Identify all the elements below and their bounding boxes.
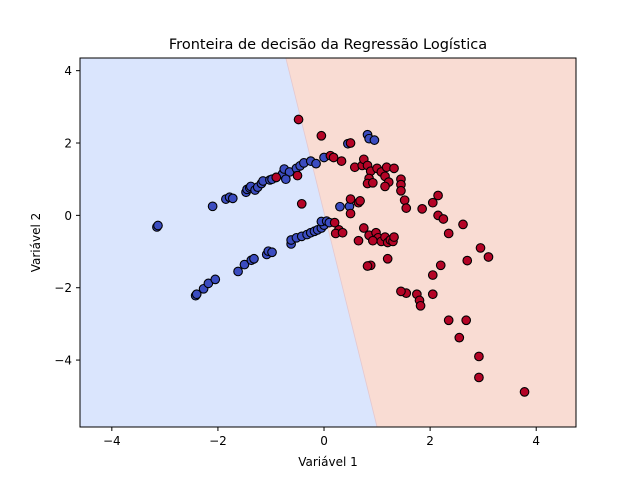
data-points xyxy=(152,114,530,397)
region-class-0 xyxy=(80,58,378,427)
data-point-class-0 xyxy=(280,174,291,185)
y-tick-label: 2 xyxy=(64,137,72,151)
data-point-class-1 xyxy=(382,253,393,264)
data-point-class-1 xyxy=(353,235,364,246)
data-point-class-1 xyxy=(427,289,438,300)
axis-ticks: −4 −2 0 2 4 −4 −2 0 2 4 xyxy=(54,64,540,448)
data-point-class-1 xyxy=(415,300,426,311)
data-point-class-1 xyxy=(433,190,443,201)
data-point-class-0 xyxy=(267,247,277,258)
chart-title: Fronteira de decisão da Regressão Logíst… xyxy=(169,37,487,53)
data-point-class-1 xyxy=(462,255,473,266)
data-point-class-1 xyxy=(296,198,307,209)
data-point-class-1 xyxy=(474,351,484,362)
data-point-class-1 xyxy=(396,185,406,196)
data-point-class-1 xyxy=(292,170,303,181)
data-point-class-0 xyxy=(249,253,259,264)
data-point-class-1 xyxy=(458,219,468,230)
y-tick-label: −4 xyxy=(54,354,72,368)
data-point-class-1 xyxy=(389,232,399,242)
data-point-class-0 xyxy=(335,201,345,212)
y-axis-label: Variável 2 xyxy=(29,213,43,273)
data-point-class-1 xyxy=(328,152,339,163)
data-point-class-0 xyxy=(191,289,202,300)
data-point-class-1 xyxy=(427,197,438,208)
x-tick-label: 2 xyxy=(426,434,434,448)
data-point-class-1 xyxy=(435,260,446,271)
data-point-class-1 xyxy=(401,203,412,213)
data-point-class-1 xyxy=(443,315,454,326)
data-point-class-1 xyxy=(483,252,494,262)
data-point-class-1 xyxy=(329,217,340,228)
data-point-class-1 xyxy=(417,204,428,214)
data-point-class-1 xyxy=(443,228,454,239)
data-point-class-0 xyxy=(233,266,243,277)
data-point-class-1 xyxy=(427,270,438,280)
x-tick-label: 0 xyxy=(320,434,328,448)
data-point-class-0 xyxy=(227,193,238,204)
data-point-class-1 xyxy=(380,181,390,192)
data-point-class-1 xyxy=(438,214,449,224)
data-point-class-1 xyxy=(355,196,365,206)
region-class-1 xyxy=(285,58,576,427)
x-tick-label: 4 xyxy=(532,434,540,448)
data-point-class-1 xyxy=(345,208,356,219)
data-point-class-1 xyxy=(474,372,484,383)
y-tick-label: 4 xyxy=(64,64,72,78)
data-point-class-0 xyxy=(239,259,250,270)
decision-regions xyxy=(80,57,576,428)
data-point-class-1 xyxy=(399,195,410,206)
data-point-class-1 xyxy=(293,114,304,125)
plot-frame xyxy=(79,57,577,428)
data-point-class-0 xyxy=(369,135,380,145)
data-point-class-1 xyxy=(336,156,347,166)
data-point-class-1 xyxy=(367,177,378,188)
data-point-class-1 xyxy=(316,130,327,141)
data-point-class-1 xyxy=(461,315,472,326)
data-point-class-0 xyxy=(311,158,321,169)
data-point-class-1 xyxy=(367,235,378,246)
data-point-class-1 xyxy=(519,387,530,397)
data-point-class-1 xyxy=(358,223,369,233)
data-point-class-1 xyxy=(454,332,465,343)
data-point-class-1 xyxy=(345,194,356,204)
data-point-class-1 xyxy=(396,286,406,297)
data-point-class-1 xyxy=(345,138,356,148)
data-point-class-0 xyxy=(210,274,221,285)
x-tick-label: −2 xyxy=(209,434,227,448)
data-point-class-0 xyxy=(153,220,163,231)
x-tick-label: −4 xyxy=(103,434,121,448)
y-tick-label: −2 xyxy=(54,281,72,295)
y-tick-label: 0 xyxy=(64,209,72,223)
data-point-class-1 xyxy=(271,172,282,183)
data-point-class-1 xyxy=(475,243,486,253)
data-point-class-0 xyxy=(207,201,218,212)
x-axis-label: Variável 1 xyxy=(298,455,358,469)
data-point-class-1 xyxy=(337,227,348,238)
data-point-class-1 xyxy=(389,163,399,174)
data-point-class-1 xyxy=(362,261,373,271)
